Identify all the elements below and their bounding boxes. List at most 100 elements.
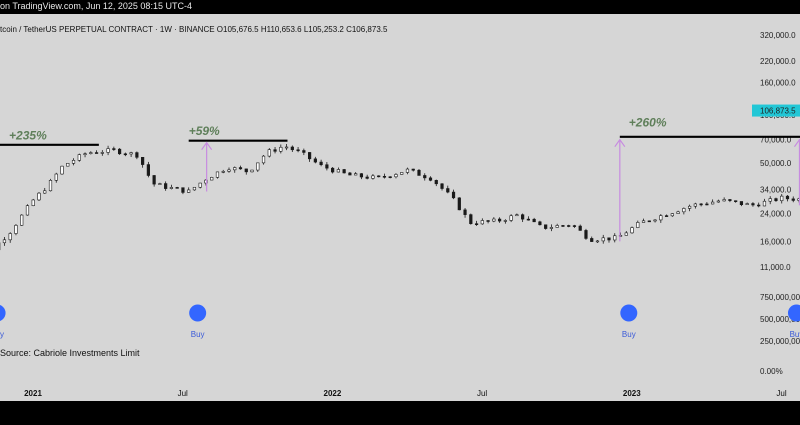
buy-label: Buy bbox=[191, 330, 205, 339]
plot-area[interactable] bbox=[0, 14, 800, 401]
candle-body bbox=[54, 173, 58, 181]
buy-dot[interactable] bbox=[0, 305, 6, 322]
candle-body bbox=[791, 198, 795, 201]
candle-body bbox=[405, 168, 410, 173]
candle-body bbox=[394, 174, 398, 178]
volume-tick-label: 250,000,00 bbox=[760, 337, 800, 346]
candle-body bbox=[307, 152, 312, 160]
candle-body bbox=[526, 218, 530, 221]
gain-label: +260% bbox=[629, 115, 667, 129]
candle-body bbox=[544, 224, 548, 229]
candle-body bbox=[302, 150, 306, 153]
candle-body bbox=[722, 199, 726, 202]
candle-body bbox=[83, 153, 87, 155]
candle-body bbox=[279, 146, 283, 152]
candle-body bbox=[584, 230, 588, 239]
y-tick-label: 70,000.0 bbox=[760, 136, 792, 145]
candle-body bbox=[181, 187, 185, 193]
x-tick-label: Jul bbox=[477, 389, 487, 398]
candle-body bbox=[388, 176, 392, 179]
candle-body bbox=[492, 218, 496, 222]
candle-body bbox=[682, 208, 686, 213]
candle-body bbox=[227, 169, 231, 172]
candle-body bbox=[129, 152, 133, 155]
candle-body bbox=[377, 175, 381, 178]
candle-body bbox=[538, 221, 542, 226]
candle-body bbox=[348, 172, 352, 176]
candle-body bbox=[446, 188, 450, 193]
candle-body bbox=[60, 165, 64, 175]
candle-body bbox=[664, 215, 669, 217]
candle-body bbox=[325, 164, 329, 169]
arrow-head bbox=[614, 138, 626, 148]
y-tick-label: 24,000.0 bbox=[760, 209, 792, 218]
gain-label: +235% bbox=[9, 129, 47, 143]
candle-body bbox=[630, 227, 634, 234]
volume-tick-label: 0.00% bbox=[760, 367, 783, 376]
x-tick-label: 2021 bbox=[24, 389, 42, 398]
candle-body bbox=[215, 171, 220, 178]
gain-label: +59% bbox=[189, 124, 220, 138]
candle-body bbox=[135, 152, 139, 158]
candle-body bbox=[284, 146, 289, 149]
candle-body bbox=[187, 189, 191, 193]
x-tick-label: 2023 bbox=[623, 389, 641, 398]
candle-body bbox=[572, 225, 577, 227]
candle-body bbox=[739, 201, 744, 206]
buy-dot[interactable] bbox=[787, 304, 800, 322]
candle-body bbox=[774, 198, 778, 202]
candle-body bbox=[2, 239, 7, 244]
candle-body bbox=[515, 214, 519, 217]
candle-body bbox=[89, 152, 93, 154]
candle-body bbox=[169, 187, 174, 189]
candle-body bbox=[20, 214, 24, 226]
candle-body bbox=[8, 233, 12, 241]
published-info: on TradingView.com, Jun 12, 2025 08:15 U… bbox=[0, 1, 192, 11]
candle-body bbox=[331, 167, 335, 173]
candle-body bbox=[244, 168, 248, 173]
candle-body bbox=[117, 148, 122, 155]
buy-dot[interactable] bbox=[620, 304, 638, 322]
y-tick-label: 160,000.0 bbox=[760, 79, 796, 88]
top-bar: on TradingView.com, Jun 12, 2025 08:15 U… bbox=[0, 0, 800, 14]
candle-body bbox=[676, 211, 680, 214]
candle-body bbox=[521, 214, 525, 220]
candle-body bbox=[25, 205, 30, 216]
candle-body bbox=[71, 160, 76, 164]
candle-body bbox=[77, 154, 81, 161]
candle-body bbox=[210, 177, 214, 181]
candle-body bbox=[31, 199, 35, 206]
candle-body bbox=[549, 227, 554, 229]
source-note: Source: Cabriole Investments Limit bbox=[0, 348, 140, 358]
candle-body bbox=[204, 179, 208, 184]
candle-body bbox=[480, 220, 484, 225]
candle-body bbox=[371, 175, 375, 179]
candle-body bbox=[555, 225, 559, 228]
candle-body bbox=[567, 225, 571, 227]
candle-body bbox=[451, 191, 456, 199]
candle-body bbox=[382, 175, 387, 178]
last-price-label: 106,873.5 bbox=[760, 107, 796, 116]
candle-body bbox=[780, 195, 784, 202]
candle-body bbox=[688, 205, 692, 209]
candle-body bbox=[146, 164, 150, 176]
candle-body bbox=[474, 223, 479, 225]
candle-body bbox=[711, 201, 715, 205]
candle-body bbox=[365, 176, 369, 179]
last-price-tag bbox=[752, 104, 800, 117]
candle-body bbox=[590, 238, 594, 242]
candle-body bbox=[595, 240, 600, 243]
candle-body bbox=[463, 209, 467, 215]
candle-body bbox=[296, 149, 300, 152]
candle-body bbox=[221, 171, 225, 173]
candle-body bbox=[313, 158, 317, 163]
buy-dot[interactable] bbox=[189, 304, 207, 322]
candle-body bbox=[532, 218, 536, 223]
candle-body bbox=[653, 219, 657, 222]
candle-body bbox=[693, 203, 697, 207]
y-tick-label: 320,000.0 bbox=[760, 31, 796, 40]
bottom-bar bbox=[0, 401, 800, 425]
candle-body bbox=[152, 175, 156, 185]
